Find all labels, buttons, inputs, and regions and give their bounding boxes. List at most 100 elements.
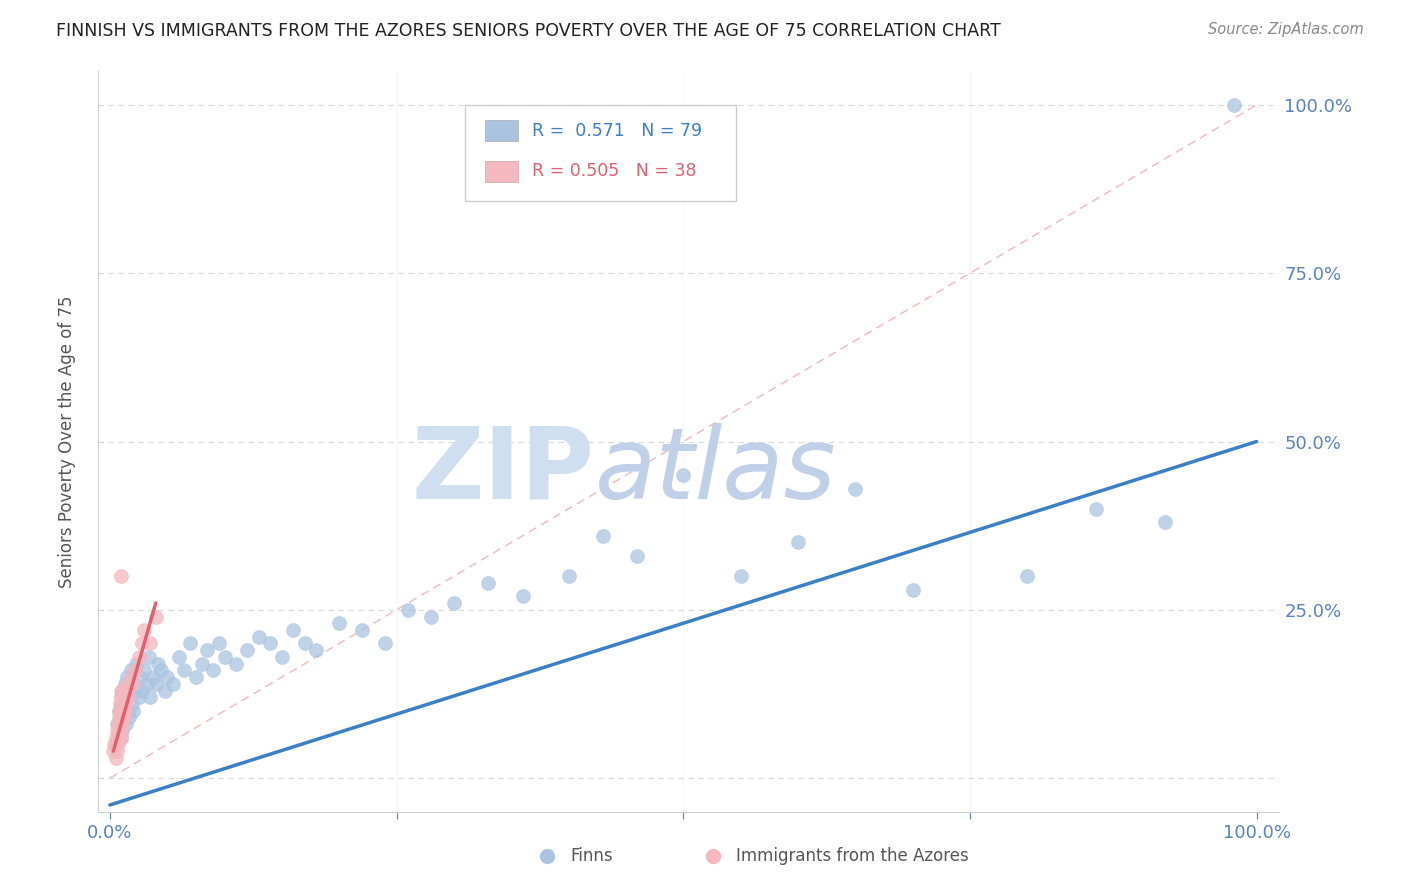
Point xyxy=(626,549,648,563)
Point xyxy=(214,649,236,664)
Point xyxy=(103,744,125,758)
Point xyxy=(247,630,270,644)
Point xyxy=(184,670,207,684)
Point xyxy=(112,697,135,711)
Point xyxy=(124,683,146,698)
Point xyxy=(121,677,143,691)
Point xyxy=(107,717,129,731)
Point xyxy=(108,697,131,711)
Point xyxy=(115,717,138,731)
Text: R = 0.505   N = 38: R = 0.505 N = 38 xyxy=(531,162,696,180)
Point xyxy=(477,575,499,590)
Point xyxy=(128,670,150,684)
Point xyxy=(115,670,138,684)
Point xyxy=(142,670,165,684)
Point xyxy=(195,643,218,657)
Point xyxy=(114,677,136,691)
Text: ZIP: ZIP xyxy=(412,423,595,520)
Point xyxy=(108,704,131,718)
Point xyxy=(156,670,179,684)
Point xyxy=(110,569,132,583)
Point xyxy=(112,710,135,724)
Point xyxy=(374,636,396,650)
Point xyxy=(107,731,129,745)
Point xyxy=(328,616,350,631)
Text: Source: ZipAtlas.com: Source: ZipAtlas.com xyxy=(1208,22,1364,37)
Point xyxy=(512,590,534,604)
Point xyxy=(208,636,231,650)
Point xyxy=(236,643,259,657)
Point xyxy=(1017,569,1039,583)
Point xyxy=(110,697,132,711)
Point xyxy=(294,636,316,650)
Point xyxy=(128,690,150,705)
Point xyxy=(146,657,169,671)
Point xyxy=(730,569,752,583)
Point xyxy=(352,623,374,637)
Point xyxy=(110,710,132,724)
Point xyxy=(104,738,127,752)
Point xyxy=(117,690,139,705)
Point xyxy=(114,683,136,698)
Point xyxy=(105,723,128,738)
Point xyxy=(115,697,138,711)
Point xyxy=(139,636,162,650)
Point xyxy=(103,738,125,752)
Point xyxy=(153,683,176,698)
Point xyxy=(592,529,614,543)
Point xyxy=(134,623,156,637)
Point xyxy=(128,649,150,664)
Point xyxy=(110,723,132,738)
Point xyxy=(112,710,135,724)
Point xyxy=(1153,516,1175,530)
Text: atlas: atlas xyxy=(595,423,837,520)
Point xyxy=(190,657,212,671)
Point xyxy=(110,731,132,745)
FancyBboxPatch shape xyxy=(464,104,737,201)
Point xyxy=(110,704,132,718)
Point xyxy=(420,609,443,624)
Text: FINNISH VS IMMIGRANTS FROM THE AZORES SENIORS POVERTY OVER THE AGE OF 75 CORRELA: FINNISH VS IMMIGRANTS FROM THE AZORES SE… xyxy=(56,22,1001,40)
Point xyxy=(150,664,173,678)
Point xyxy=(139,690,162,705)
Point xyxy=(120,683,142,698)
Point xyxy=(167,649,190,664)
Point xyxy=(270,649,292,664)
Point xyxy=(202,664,225,678)
Point xyxy=(259,636,281,650)
Point xyxy=(225,657,247,671)
Point xyxy=(138,649,160,664)
Point xyxy=(108,710,131,724)
Point xyxy=(124,664,146,678)
Point xyxy=(125,657,148,671)
Point xyxy=(134,664,156,678)
Point xyxy=(104,731,127,745)
Point xyxy=(179,636,201,650)
Point xyxy=(145,609,167,624)
Point xyxy=(1085,501,1108,516)
Point xyxy=(108,717,131,731)
Point xyxy=(121,704,143,718)
Point xyxy=(111,683,134,698)
Point xyxy=(114,704,136,718)
Point xyxy=(105,744,128,758)
Point xyxy=(396,603,419,617)
Y-axis label: Seniors Poverty Over the Age of 75: Seniors Poverty Over the Age of 75 xyxy=(58,295,76,588)
Point xyxy=(672,468,695,483)
Text: R =  0.571   N = 79: R = 0.571 N = 79 xyxy=(531,121,702,139)
Point xyxy=(120,664,142,678)
Point xyxy=(145,677,167,691)
Point xyxy=(844,482,866,496)
Text: Immigrants from the Azores: Immigrants from the Azores xyxy=(737,847,969,865)
Point xyxy=(108,723,131,738)
Point xyxy=(112,690,135,705)
FancyBboxPatch shape xyxy=(485,120,517,141)
Point xyxy=(110,690,132,705)
Point xyxy=(443,596,465,610)
Point xyxy=(114,704,136,718)
Point xyxy=(111,717,134,731)
Point xyxy=(115,677,138,691)
Point xyxy=(107,731,129,745)
Point xyxy=(557,569,579,583)
Point xyxy=(111,697,134,711)
